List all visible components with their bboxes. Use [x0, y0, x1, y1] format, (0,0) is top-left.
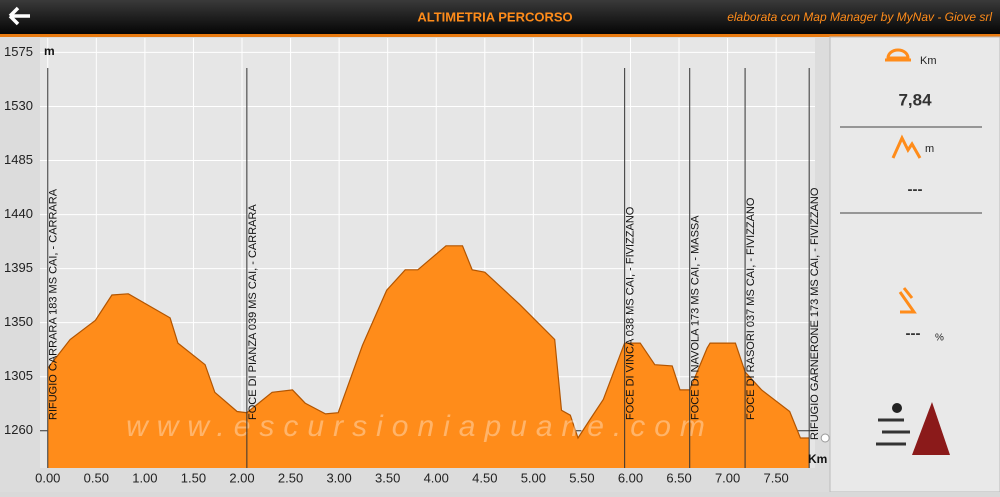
- watermark: www.escursioniapuane.com: [126, 410, 714, 443]
- credit: elaborata con Map Manager by MyNav - Gio…: [727, 10, 992, 24]
- logo-figure: [892, 403, 902, 413]
- waypoint-label: FOCE DI PIANZA 039 MS CAI, - CARRARA: [247, 204, 259, 420]
- y-tick-label: 1485: [4, 152, 33, 167]
- back-button[interactable]: [8, 6, 30, 26]
- x-tick-label: 2.50: [278, 470, 303, 485]
- y-tick-label: 1305: [4, 368, 33, 383]
- y-unit: m: [44, 44, 55, 58]
- x-tick-label: 4.00: [424, 470, 449, 485]
- waypoint-label: RIFUGIO GARNERONE 173 MS CAI, - FIVIZZAN…: [809, 187, 821, 440]
- x-tick-label: 0.50: [84, 470, 109, 485]
- waypoint-label: FOCE DI VINCA 038 MS CAI, - FIVIZZANO: [625, 206, 637, 420]
- waypoint-label: FOCE DI RASORI 037 MS CAI, - FIVIZZANO: [745, 197, 757, 420]
- x-tick-label: 0.00: [35, 470, 60, 485]
- slope-unit: %: [935, 333, 944, 344]
- slope-value: ---: [906, 325, 921, 342]
- slope-icon: [898, 287, 917, 314]
- profile-line: [47, 245, 810, 440]
- distance-icon: [885, 48, 911, 62]
- x-tick-label: 5.00: [521, 470, 546, 485]
- profile-area: [47, 245, 810, 468]
- x-tick-label: 3.00: [326, 470, 351, 485]
- end-marker: [820, 433, 830, 443]
- y-tick-label: 1260: [4, 422, 33, 437]
- x-unit: Km: [808, 452, 827, 466]
- top-bar-rule: [0, 34, 1000, 37]
- distance-value: 7,84: [898, 90, 932, 109]
- page-title: ALTIMETRIA PERCORSO: [417, 9, 572, 24]
- y-tick-label: 1395: [4, 260, 33, 275]
- x-tick-label: 4.50: [472, 470, 497, 485]
- waypoint-label: FOCE DI NAVOLA 173 MS CAI, - MASSA: [690, 215, 702, 420]
- x-tick-label: 1.00: [132, 470, 157, 485]
- elevation-value: ---: [908, 181, 923, 198]
- y-tick-label: 1440: [4, 206, 33, 221]
- x-tick-label: 7.00: [715, 470, 740, 485]
- y-tick-label: 1350: [4, 314, 33, 329]
- y-tick-label: 1530: [4, 98, 33, 113]
- x-tick-label: 6.50: [666, 470, 691, 485]
- x-tick-label: 2.00: [229, 470, 254, 485]
- top-bar: [0, 0, 1000, 34]
- x-tick-label: 6.00: [618, 470, 643, 485]
- y-tick-label: 1575: [4, 44, 33, 59]
- logo-lines: [876, 418, 910, 446]
- x-tick-label: 5.50: [569, 470, 594, 485]
- x-tick-label: 3.50: [375, 470, 400, 485]
- elevation-unit: m: [925, 143, 934, 155]
- x-tick-label: 7.50: [763, 470, 788, 485]
- distance-unit: Km: [920, 55, 937, 67]
- side-panel: [829, 36, 1000, 493]
- plot: 1260 1305 1350 1395 1440 1485 1530 1575 0.00 0.50…: [4, 38, 830, 485]
- x-tick-label: 1.50: [181, 470, 206, 485]
- elevation-icon: [891, 134, 922, 159]
- waypoint-label: RIFUGIO CARRARA 183 MS CAI, - CARRARA: [48, 188, 60, 420]
- logo: [912, 402, 950, 455]
